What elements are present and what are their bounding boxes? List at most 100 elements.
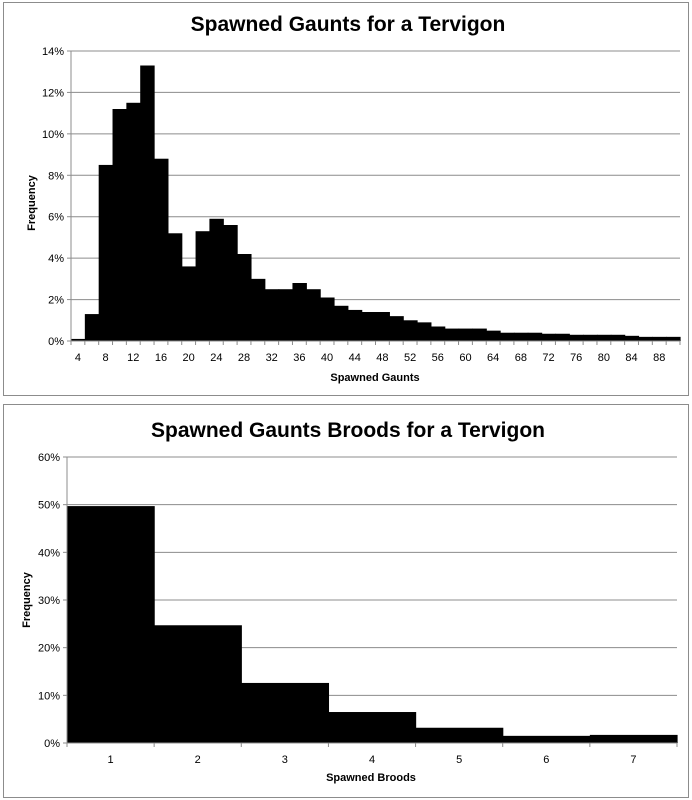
x-tick-label: 6: [543, 754, 549, 766]
histogram-bar: [223, 225, 238, 341]
x-tick-label: 8: [103, 352, 109, 364]
broods-chart-panel: Spawned Gaunts Broods for a Tervigon 0% 1…: [3, 404, 689, 798]
histogram-bar: [415, 727, 504, 743]
histogram-bar: [112, 109, 127, 341]
x-tick-label: 36: [293, 352, 305, 364]
y-tick-label: 0%: [48, 336, 64, 348]
x-tick-label: 4: [75, 352, 81, 364]
histogram-bar: [589, 734, 678, 743]
x-tick-label: 64: [487, 352, 499, 364]
y-tick-label: 12%: [42, 87, 64, 99]
histogram-bar: [375, 312, 390, 341]
histogram-bar: [292, 283, 307, 341]
histogram-bar: [666, 336, 681, 341]
x-tick-label: 4: [369, 754, 375, 766]
x-tick-label: 44: [349, 352, 361, 364]
x-tick-label: 72: [542, 352, 554, 364]
histogram-bar: [167, 233, 183, 341]
y-tick-label: 50%: [38, 500, 60, 512]
histogram-bar: [486, 330, 501, 341]
x-tick-label: 84: [625, 352, 637, 364]
histogram-bar: [502, 735, 591, 743]
broods-histogram: Spawned Gaunts Broods for a Tervigon 0% 1…: [21, 419, 678, 784]
histogram-bar: [652, 336, 667, 341]
histogram-bar: [250, 278, 266, 341]
gaunts-chart-panel: Spawned Gaunts for a Tervigon 0% 2% 4% 6% 8%…: [3, 2, 689, 396]
x-tick-label: 2: [195, 754, 201, 766]
x-tick-label: 16: [155, 352, 167, 364]
histogram-bar: [306, 289, 321, 341]
histogram-bar: [126, 102, 141, 342]
histogram-bar: [361, 312, 377, 341]
y-axis-label: Frequency: [21, 571, 33, 628]
x-tick-label: 32: [266, 352, 278, 364]
y-tick-label: 30%: [38, 595, 60, 607]
histogram-bar: [241, 682, 330, 743]
histogram-bar: [541, 333, 557, 341]
histogram-bar: [430, 326, 446, 341]
y-tick-label: 6%: [48, 212, 64, 224]
x-tick-label: 3: [282, 754, 288, 766]
histogram-bar: [624, 335, 640, 341]
y-tick-label: 10%: [42, 129, 64, 141]
x-tick-label: 76: [570, 352, 582, 364]
y-tick-label: 60%: [38, 452, 60, 464]
x-tick-label: 5: [456, 754, 462, 766]
histogram-bar: [403, 320, 418, 341]
histogram-bar: [583, 334, 598, 341]
histogram-bar: [181, 266, 197, 341]
gaunts-histogram: Spawned Gaunts for a Tervigon 0% 2% 4% 6% 8%…: [26, 13, 681, 384]
x-tick-label: 1: [108, 754, 114, 766]
x-tick-label: 24: [210, 352, 222, 364]
histogram-bar: [84, 314, 100, 341]
x-tick-label: 28: [238, 352, 250, 364]
histogram-bar: [264, 289, 280, 341]
y-tick-label: 40%: [38, 547, 60, 559]
y-tick-label: 0%: [44, 738, 60, 750]
histogram-bar: [140, 65, 155, 341]
histogram-bar: [472, 328, 487, 341]
x-tick-label: 52: [404, 352, 416, 364]
x-tick-label: 68: [515, 352, 527, 364]
x-tick-label: 40: [321, 352, 333, 364]
histogram-bar: [389, 316, 404, 341]
histogram-bar: [596, 334, 612, 341]
histogram-bar: [195, 231, 211, 341]
histogram-bar: [328, 712, 417, 743]
histogram-bar: [638, 336, 653, 341]
x-axis-label: Spawned Broods: [326, 772, 416, 784]
y-axis-label: Frequency: [26, 174, 38, 231]
x-tick-label: 20: [183, 352, 195, 364]
histogram-bar: [500, 332, 515, 341]
histogram-bar: [209, 218, 224, 341]
x-axis-label: Spawned Gaunts: [330, 372, 419, 384]
x-tick-label: 80: [598, 352, 610, 364]
histogram-bar: [610, 334, 626, 341]
histogram-bar: [569, 334, 584, 341]
chart-title: Spawned Gaunts for a Tervigon: [191, 13, 506, 36]
x-tick-label: 88: [653, 352, 665, 364]
y-tick-label: 2%: [48, 295, 64, 307]
x-tick-label: 12: [127, 352, 139, 364]
histogram-bar: [71, 338, 86, 341]
histogram-bar: [527, 332, 543, 341]
y-tick-label: 4%: [48, 253, 64, 265]
histogram-bar: [347, 309, 363, 341]
y-tick-label: 10%: [38, 690, 60, 702]
histogram-bar: [320, 297, 335, 341]
chart-title: Spawned Gaunts Broods for a Tervigon: [151, 419, 545, 442]
histogram-bar: [154, 625, 242, 743]
x-tick-label: 48: [376, 352, 388, 364]
histogram-bar: [417, 322, 432, 341]
y-tick-label: 14%: [42, 46, 64, 58]
histogram-bar: [444, 328, 460, 341]
histogram-bar: [333, 305, 349, 341]
y-tick-label: 20%: [38, 643, 60, 655]
histogram-bar: [237, 254, 252, 341]
histogram-bar: [513, 332, 529, 341]
histogram-bar: [555, 333, 570, 341]
x-tick-label: 7: [630, 754, 636, 766]
histogram-bar: [98, 164, 114, 341]
histogram-bar: [154, 158, 169, 341]
histogram-bar: [67, 506, 155, 743]
